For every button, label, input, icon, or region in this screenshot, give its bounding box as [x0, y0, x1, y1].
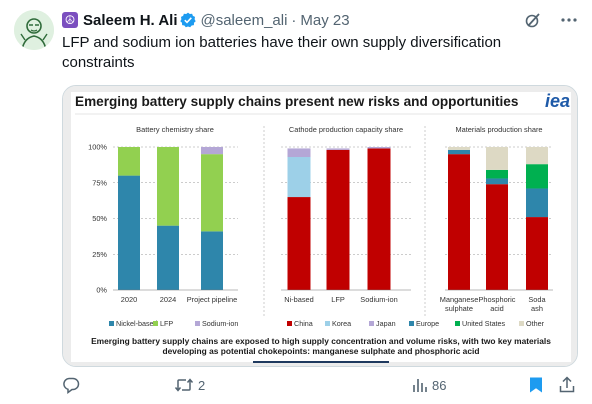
legend-label-europe: Europe — [416, 319, 439, 328]
bar-segment-soda-ash-europe — [526, 188, 548, 218]
legend-swatch-other — [519, 321, 524, 326]
bar-segment-lfp-china — [326, 149, 350, 290]
bar-segment-phosphoric-acid-united-states — [486, 169, 508, 179]
legend-label-lfp: LFP — [160, 319, 173, 328]
bar-segment-soda-ash-united-states — [526, 164, 548, 189]
avatar[interactable] — [14, 10, 54, 50]
views-count: 86 — [432, 377, 447, 393]
reply-button[interactable] — [62, 376, 84, 394]
bar-segment-project-pipeline-sodium-ion — [201, 147, 223, 155]
x-tick-label: Ni-based — [284, 295, 314, 304]
chart-2: Cathode production capacity share Ni-base… — [281, 125, 411, 304]
more-icon[interactable] — [560, 11, 578, 29]
bar-segment-phosphoric-acid-other — [486, 147, 508, 170]
legend-label-korea: Korea — [332, 319, 351, 328]
chart-3: Materials production share Manganesesulph… — [440, 125, 553, 313]
x-tick-label: 2024 — [160, 295, 176, 304]
bar-segment-sodium-ion-china — [367, 148, 391, 290]
bar-segment-ni-based-china — [287, 197, 311, 290]
legend-swatch-japan — [369, 321, 374, 326]
chart-1-title: Battery chemistry share — [136, 125, 214, 134]
infographic-image: Emerging battery supply chains present n… — [63, 86, 577, 366]
legend-label-japan: Japan — [376, 319, 396, 328]
y-tick-label: 100% — [88, 143, 107, 152]
bar-segment-lfp-japan — [326, 148, 350, 150]
legend-label-other: Other — [526, 319, 545, 328]
action-bar: 2 86 — [62, 374, 578, 396]
bar-segment-manganese-sulphate-china — [448, 154, 470, 290]
x-tick-label: Soda — [528, 295, 546, 304]
author-name[interactable]: Saleem H. Ali — [83, 11, 178, 29]
legend-label-china: China — [294, 319, 313, 328]
y-tick-label: 75% — [92, 178, 107, 187]
legend-label-united-states: United States — [462, 319, 506, 328]
legend-swatch-nickel-based — [109, 321, 114, 326]
legend-1: Nickel-based LFP Sodium-ion — [109, 319, 238, 328]
share-icon — [559, 376, 575, 393]
chart-1: Battery chemistry share 0% 25% 50% 75% 100% 20… — [88, 125, 238, 304]
infographic-card[interactable]: Emerging battery supply chains present n… — [62, 85, 578, 367]
separator: · — [291, 11, 297, 29]
chart-3-title: Materials production share — [455, 125, 542, 134]
bar-segment-2024-lfp — [157, 147, 179, 226]
legend-swatch-korea — [325, 321, 330, 326]
grok-icon[interactable] — [524, 11, 542, 29]
bar-segment-sodium-ion-japan — [367, 147, 391, 149]
bar-segment-project-pipeline-lfp — [201, 154, 223, 232]
x-tick-label: Phosphoric — [479, 295, 516, 304]
bar-segment-2020-nickel-based — [118, 175, 140, 290]
bar-segment-ni-based-japan — [287, 148, 311, 158]
views-icon — [413, 379, 427, 392]
bookmark-button[interactable] — [528, 376, 544, 394]
post-text: LFP and sodium ion batteries have their … — [62, 34, 502, 71]
bar-segment-phosphoric-acid-europe — [486, 178, 508, 185]
legend-label-nickel-based: Nickel-based — [116, 319, 158, 328]
legend-swatch-china — [287, 321, 292, 326]
bar-segment-2024-nickel-based — [157, 225, 179, 290]
peace-icon: ☮ — [62, 12, 78, 28]
post-header: ☮ Saleem H. Ali @saleem_ali · May 23 — [62, 10, 578, 30]
legend-swatch-lfp — [153, 321, 158, 326]
chart-2-title: Cathode production capacity share — [289, 125, 403, 134]
x-tick-label: sulphate — [445, 304, 473, 313]
bar-segment-ni-based-korea — [287, 157, 311, 198]
views-button[interactable]: 86 — [412, 377, 446, 393]
x-tick-label: Project pipeline — [187, 295, 238, 304]
x-tick-label: LFP — [331, 295, 345, 304]
bar-segment-manganese-sulphate-europe — [448, 149, 470, 155]
y-tick-label: 25% — [92, 250, 107, 259]
x-tick-label: Manganese — [440, 295, 479, 304]
repost-count: 2 — [198, 377, 206, 393]
bar-segment-project-pipeline-nickel-based — [201, 231, 223, 290]
caption-line-1: Emerging battery supply chains are expos… — [91, 336, 551, 346]
y-tick-label: 50% — [92, 214, 107, 223]
bar-segment-soda-ash-china — [526, 217, 548, 290]
author-handle[interactable]: @saleem_ali — [200, 11, 288, 29]
x-tick-label: Sodium-ion — [360, 295, 397, 304]
bookmark-icon — [530, 377, 542, 393]
share-button[interactable] — [558, 376, 576, 394]
infographic-title: Emerging battery supply chains present n… — [75, 94, 518, 109]
legend-swatch-united-states — [455, 321, 460, 326]
caption-line-2: developing as potential chokepoints: man… — [163, 346, 480, 356]
reply-icon — [63, 377, 80, 394]
post-date[interactable]: May 23 — [300, 11, 350, 29]
x-tick-label: 2020 — [121, 295, 137, 304]
bar-segment-soda-ash-other — [526, 147, 548, 165]
bar-segment-manganese-sulphate-other — [448, 147, 470, 150]
legend-label-sodium-ion: Sodium-ion — [202, 319, 238, 328]
x-tick-label: ash — [531, 304, 543, 313]
y-tick-label: 0% — [96, 286, 107, 295]
legend-swatch-europe — [409, 321, 414, 326]
legend-swatch-sodium-ion — [195, 321, 200, 326]
bar-segment-2020-lfp — [118, 147, 140, 176]
repost-icon — [174, 378, 194, 392]
legend-2: China Korea Japan Europe United States Other — [287, 319, 545, 328]
bar-segment-phosphoric-acid-china — [486, 184, 508, 290]
repost-button[interactable]: 2 — [174, 376, 205, 394]
x-tick-label: acid — [490, 304, 504, 313]
iea-logo: iea — [545, 91, 570, 111]
verified-icon — [180, 12, 197, 28]
